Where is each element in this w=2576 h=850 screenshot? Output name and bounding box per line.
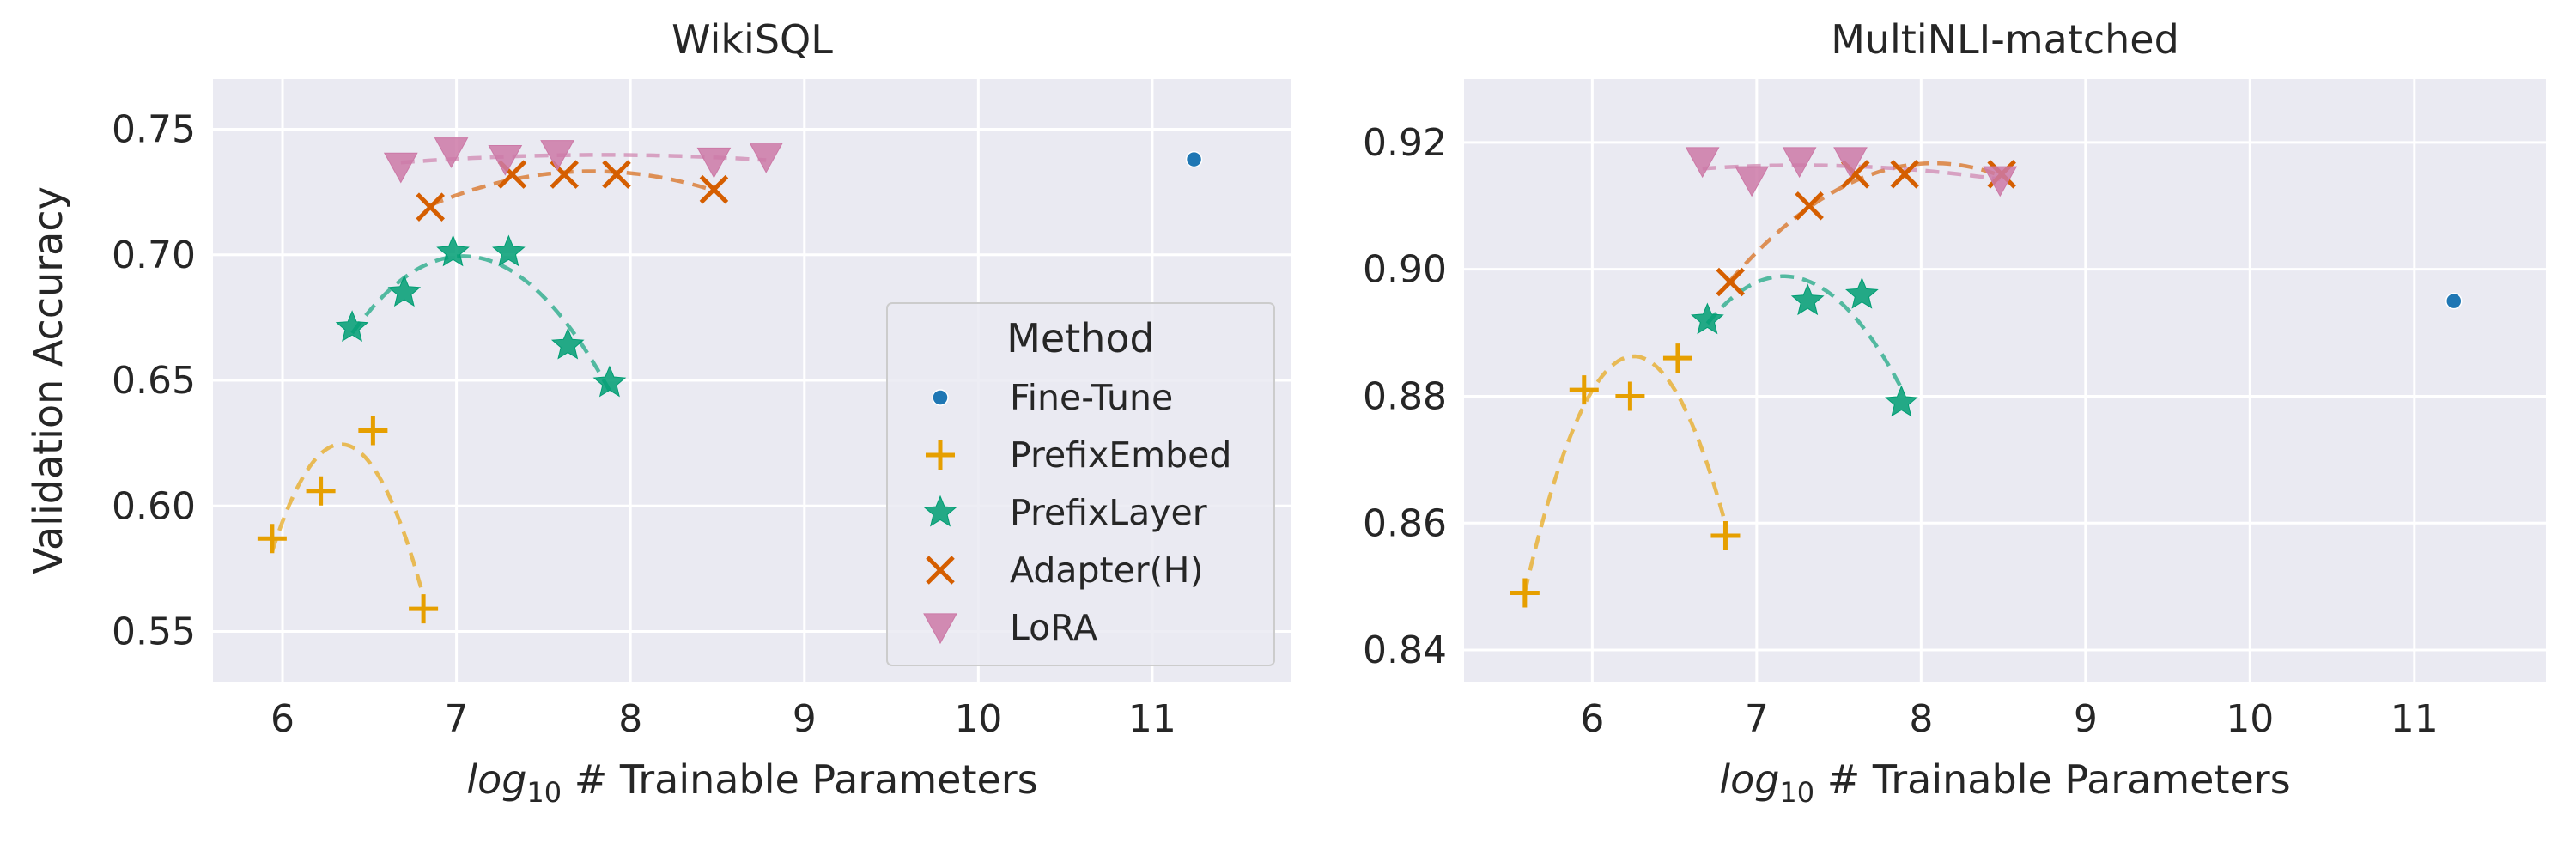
legend-label-lora: LoRA — [1010, 607, 1097, 648]
x-tick-label: 9 — [793, 697, 817, 741]
data-point-prefixlayer — [387, 275, 422, 307]
x-tick-label: 11 — [2391, 697, 2439, 741]
fit-curve-prefixembed — [270, 442, 426, 598]
fit-curve-lora — [400, 153, 767, 165]
x-tick-label: 10 — [2226, 697, 2274, 741]
x-axis-label-log: log — [466, 756, 526, 803]
y-tick-label: 0.65 — [112, 359, 196, 403]
data-point-prefixembed — [358, 416, 388, 446]
data-point-prefixembed — [306, 476, 336, 506]
y-tick-label: 0.55 — [112, 610, 196, 654]
legend-marker-prefixembed — [926, 440, 955, 470]
x-tick-label: 10 — [954, 697, 1002, 741]
legend: Method Fine-Tune PrefixEmbed PrefixLayer Ada… — [886, 302, 1275, 666]
data-point-prefixlayer — [1691, 302, 1724, 335]
y-tick-label: 0.70 — [112, 234, 196, 277]
x-tick-label: 8 — [618, 697, 642, 741]
fit-curve-adapter — [429, 169, 715, 208]
data-point-prefixembed — [409, 594, 439, 624]
data-point-lora — [1735, 166, 1769, 197]
data-point-prefixlayer — [1845, 276, 1879, 309]
x-axis-label-rest: # Trainable Parameters — [1814, 756, 2291, 803]
data-point-adapter — [699, 174, 729, 204]
data-point-finetune — [1185, 150, 1203, 168]
y-tick-label: 0.60 — [112, 484, 196, 528]
y-axis-label: Validation Accuracy — [25, 186, 71, 574]
data-point-prefixlayer — [436, 234, 470, 267]
y-tick-label: 0.92 — [1363, 121, 1447, 165]
legend-box — [886, 302, 1275, 666]
x-axis-label-sub: 10 — [1779, 776, 1814, 809]
data-point-prefixembed — [1615, 381, 1645, 411]
data-point-lora — [1983, 166, 2018, 197]
data-point-lora — [434, 137, 469, 168]
fit-curve-prefixembed — [1522, 354, 1728, 593]
data-point-adapter — [1890, 160, 1919, 189]
legend-label-prefixembed: PrefixEmbed — [1010, 434, 1231, 476]
panel-multinli: 6 7 8 9 10 11 0.84 0.86 0.88 0.90 0.92 MultiNLI-mat… — [1363, 16, 2546, 809]
chart-title: MultiNLI-matched — [1831, 16, 2179, 63]
x-tick-label: 11 — [1128, 697, 1176, 741]
data-point-lora — [1833, 147, 1868, 179]
data-point-adapter — [602, 160, 631, 189]
legend-label-finetune: Fine-Tune — [1010, 377, 1173, 418]
x-tick-label: 6 — [270, 697, 295, 741]
x-axis-label-rest: # Trainable Parameters — [562, 756, 1038, 803]
fit-curve-prefixlayer — [350, 254, 611, 392]
data-point-lora — [488, 144, 523, 176]
y-tick-label: 0.86 — [1363, 501, 1447, 545]
chart-title: WikiSQL — [671, 16, 833, 63]
legend-marker-finetune — [932, 389, 949, 406]
data-point-prefixlayer — [550, 327, 585, 360]
data-point-adapter — [416, 192, 445, 222]
data-point-lora — [383, 152, 418, 184]
legend-label-prefixlayer: PrefixLayer — [1010, 492, 1207, 533]
legend-marker-prefixlayer — [923, 495, 957, 527]
data-point-finetune — [2445, 292, 2463, 310]
x-tick-label: 8 — [1909, 697, 1933, 741]
legend-marker-adapter — [926, 556, 955, 585]
x-tick-label: 7 — [445, 697, 469, 741]
data-point-prefixembed — [1710, 521, 1741, 551]
data-point-prefixembed — [257, 524, 287, 554]
data-point-adapter — [1795, 191, 1824, 221]
data-point-lora — [749, 143, 784, 173]
x-tick-label: 9 — [2074, 697, 2098, 741]
x-tick-label: 7 — [1745, 697, 1769, 741]
data-point-lora — [540, 140, 574, 171]
data-point-prefixlayer — [1885, 385, 1918, 417]
x-axis-label: log10 # Trainable Parameters — [1719, 756, 2290, 809]
data-point-prefixembed — [1510, 578, 1540, 608]
data-point-prefixlayer — [1790, 283, 1825, 316]
x-axis-label-sub: 10 — [526, 776, 562, 809]
data-point-prefixlayer — [592, 365, 627, 398]
data-point-adapter — [1716, 267, 1745, 297]
legend-title: Method — [1006, 315, 1155, 361]
data-point-prefixembed — [1569, 375, 1599, 405]
legend-label-adapter: Adapter(H) — [1010, 549, 1203, 591]
y-tick-label: 0.90 — [1363, 248, 1447, 292]
y-tick-label: 0.75 — [112, 108, 196, 152]
data-point-lora — [1685, 147, 1720, 179]
data-point-lora — [696, 147, 732, 179]
x-tick-label: 6 — [1580, 697, 1604, 741]
data-point-prefixembed — [1662, 343, 1692, 373]
y-tick-label: 0.84 — [1363, 628, 1447, 672]
y-tick-label: 0.88 — [1363, 374, 1447, 418]
data-point-prefixlayer — [335, 310, 369, 342]
data-point-lora — [1782, 147, 1817, 179]
data-point-prefixlayer — [492, 234, 526, 267]
legend-marker-lora — [923, 613, 957, 645]
x-axis-label-log: log — [1719, 756, 1779, 803]
fit-curve-lora — [1702, 163, 2001, 182]
x-axis-label: log10 # Trainable Parameters — [466, 756, 1037, 809]
